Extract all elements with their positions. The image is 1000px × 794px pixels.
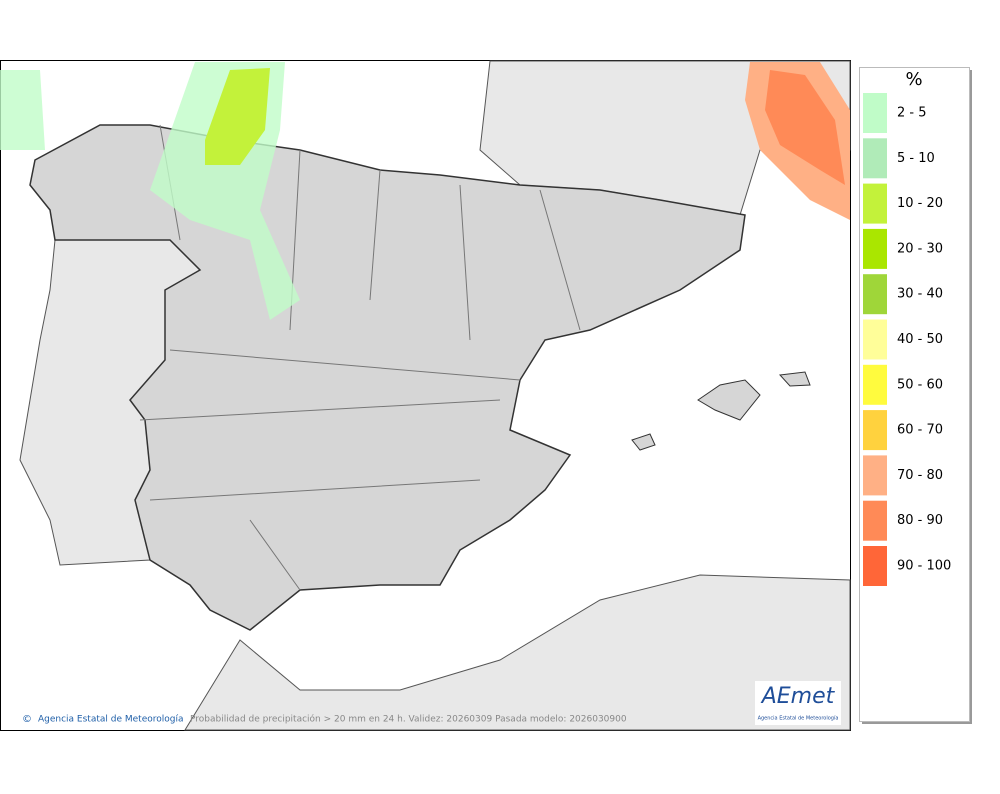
logo-subtitle: Agencia Estatal de Meteorología: [758, 715, 839, 722]
legend-swatch: [863, 183, 887, 224]
legend-swatch: [863, 138, 887, 179]
mallorca: [697, 379, 761, 421]
legend-swatch: [863, 410, 887, 451]
legend-label: 5 - 10: [897, 151, 935, 166]
legend-swatch: [863, 93, 887, 133]
spain: [29, 124, 746, 631]
legend-label: 70 - 80: [897, 468, 943, 483]
map: © Agencia Estatal de Meteorología Probab…: [0, 60, 851, 731]
legend-label: 40 - 50: [897, 332, 943, 347]
precip-yellowgreen: [205, 68, 270, 165]
legend-label: 90 - 100: [897, 559, 951, 574]
legend-label: 20 - 30: [897, 241, 943, 256]
logo-box: [755, 681, 841, 725]
agency-credit: Agencia Estatal de Meteorología: [38, 715, 184, 725]
legend-swatch: [863, 500, 887, 541]
logo: AEmet: [760, 684, 836, 709]
legend-label: 60 - 70: [897, 423, 943, 438]
legend-swatch: [863, 546, 887, 586]
legend-swatch: [863, 228, 887, 269]
legend-title: %: [905, 69, 922, 90]
legend-swatch: [863, 364, 887, 405]
legend-label: 80 - 90: [897, 513, 943, 528]
ibiza: [631, 433, 656, 451]
legend-swatch: [863, 319, 887, 360]
legend-label: 30 - 40: [897, 287, 943, 302]
menorca: [778, 371, 811, 387]
africa: [184, 574, 851, 731]
map-caption: Probabilidad de precipitación > 20 mm en…: [190, 714, 627, 725]
legend-swatch: [863, 274, 887, 315]
legend-label: 2 - 5: [897, 106, 927, 121]
legend-swatch: [863, 455, 887, 496]
precip-red: [765, 70, 845, 185]
copyright-mark: ©: [22, 714, 32, 725]
legend: % 2 - 5 5 - 10 10 - 20 20 - 30 30 - 40 40 - 5…: [859, 67, 972, 724]
legend-label: 10 - 20: [897, 196, 943, 211]
legend-label: 50 - 60: [897, 377, 943, 392]
